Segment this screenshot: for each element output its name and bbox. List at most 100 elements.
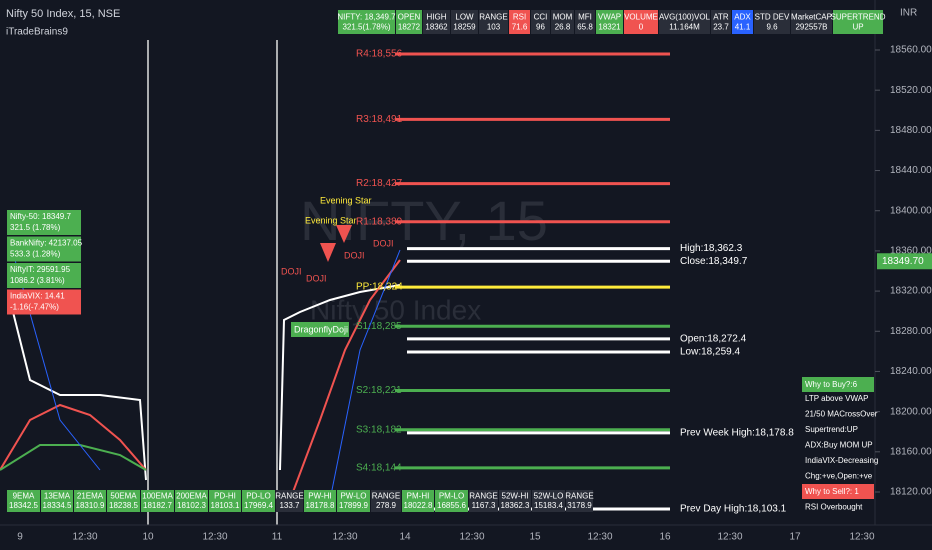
ticker-change: 321.5 (1.78%) xyxy=(10,223,61,232)
x-tick-label: 12:30 xyxy=(332,532,357,543)
buy-reason: Chg:+ve,Open:+ve xyxy=(805,472,873,481)
cell-label: MFI xyxy=(578,12,592,21)
x-tick-label: 17 xyxy=(789,532,801,543)
x-tick-label: 10 xyxy=(142,532,154,543)
cell-value: 18182.7 xyxy=(143,501,172,510)
cell xyxy=(532,490,565,512)
sell-reason: RSI Overbought xyxy=(805,503,863,512)
pivot-label: R1:18,389 xyxy=(356,216,403,227)
cell xyxy=(791,10,832,34)
cell-value: 278.9 xyxy=(376,501,397,510)
cell-label: STD DEV xyxy=(755,12,790,21)
pattern-label: Evening Star xyxy=(320,195,372,205)
cell-label: 52W-LO xyxy=(534,492,564,501)
buy-title-box xyxy=(802,377,874,392)
cell-value: 71.6 xyxy=(512,22,528,31)
cell xyxy=(396,10,422,34)
cell-label: PD-HI xyxy=(214,492,236,501)
ticker-change: 533.3 (1.28%) xyxy=(10,250,61,259)
cell-value: 17899.9 xyxy=(339,501,368,510)
cell-value: 18334.5 xyxy=(43,501,72,510)
x-tick-label: 12:30 xyxy=(587,532,612,543)
cell xyxy=(276,490,303,512)
y-tick-label: 18120.00 xyxy=(890,487,932,498)
cell-value: 23.7 xyxy=(713,22,729,31)
ticker-name: NiftyIT: 29591.95 xyxy=(10,265,71,274)
cell-label: NIFTY: 18,349.7 xyxy=(337,12,396,21)
cell xyxy=(423,10,450,34)
indicator-line xyxy=(329,249,401,501)
cell-label: 100EMA xyxy=(142,492,173,501)
ticker-box xyxy=(7,236,81,262)
cell-value: 103 xyxy=(487,22,501,31)
cell xyxy=(479,10,508,34)
cell-value: 133.7 xyxy=(279,501,300,510)
pattern-label: DOJI xyxy=(344,250,365,260)
pattern-marker xyxy=(336,225,352,243)
cell-value: 11.164M xyxy=(669,22,700,31)
buy-reason: IndiaVIX-Decreasing xyxy=(805,456,878,465)
watermark-name: Nifty 50 Index xyxy=(310,294,481,325)
cell-value: 17969.4 xyxy=(244,501,273,510)
cell-value: 292557B xyxy=(795,22,827,31)
cell-value: 321.5(1.78%) xyxy=(342,22,390,31)
cell xyxy=(596,10,623,34)
cell xyxy=(509,10,530,34)
cell xyxy=(74,490,106,512)
pivot-label: R3:18,491 xyxy=(356,114,403,125)
x-tick-label: 11 xyxy=(272,532,283,543)
buy-reason: ADX:Buy MOM UP xyxy=(805,441,873,450)
cell xyxy=(624,10,658,34)
cell-label: PW-HI xyxy=(308,492,331,501)
y-tick-label: 18400.00 xyxy=(890,205,932,216)
pivot-label: S3:18,182 xyxy=(356,424,402,435)
y-tick-label: 18280.00 xyxy=(890,326,932,337)
cell-label: ATR xyxy=(713,12,729,21)
x-tick-label: 12:30 xyxy=(202,532,227,543)
cell xyxy=(175,490,208,512)
cell xyxy=(711,10,731,34)
cell xyxy=(304,490,336,512)
cell-value: 1167.3 xyxy=(472,501,496,510)
x-tick-label: 16 xyxy=(659,532,671,543)
price-label: Close:18,349.7 xyxy=(680,256,748,267)
cell-label: VWAP xyxy=(598,12,621,21)
cell-value: 18272 xyxy=(398,22,421,31)
cell-value: 18103.1 xyxy=(211,501,240,510)
cell-value: 96 xyxy=(536,22,545,31)
last-price-label: 18349.70 xyxy=(882,256,924,267)
cell xyxy=(242,490,275,512)
cell-label: PM-LO xyxy=(439,492,464,501)
indicator-line xyxy=(0,403,147,471)
pattern-label: DragonflyDoji xyxy=(294,324,348,334)
y-tick-label: 18480.00 xyxy=(890,125,932,136)
pivot-label: R2:18,427 xyxy=(356,178,403,189)
cell xyxy=(551,10,574,34)
buy-reason: 21/50 MACrossOver xyxy=(805,410,878,419)
pattern-label: Evening Star xyxy=(305,215,357,225)
ticker-box xyxy=(7,263,81,288)
sell-title-box xyxy=(802,484,874,499)
price-label: Prev Week High:18,178.8 xyxy=(680,428,794,439)
cell-value: 15183.4 xyxy=(534,501,563,510)
pivot-label: R4:18,556 xyxy=(356,49,403,60)
y-tick-label: 18200.00 xyxy=(890,406,932,417)
y-tick-label: 18240.00 xyxy=(890,366,932,377)
y-tick-label: 18520.00 xyxy=(890,85,932,96)
y-tick-label: 18440.00 xyxy=(890,165,932,176)
pivot-label: S1:18,285 xyxy=(356,321,402,332)
pattern-marker xyxy=(320,243,336,262)
cell-label: RSI xyxy=(513,12,526,21)
price-label: Low:18,259.4 xyxy=(680,347,740,358)
x-tick-label: 14 xyxy=(399,532,411,543)
cell-value: 18342.5 xyxy=(9,501,38,510)
ticker-box xyxy=(7,289,81,315)
x-tick-label: 12:30 xyxy=(717,532,742,543)
last-price-box xyxy=(877,253,932,270)
pattern-label: DOJI xyxy=(281,266,302,276)
cell-label: RANGE xyxy=(275,492,303,501)
pattern-label: DOJI xyxy=(306,273,327,283)
cell xyxy=(575,10,595,34)
cell xyxy=(402,490,434,512)
cell-value: 26.8 xyxy=(555,22,571,31)
